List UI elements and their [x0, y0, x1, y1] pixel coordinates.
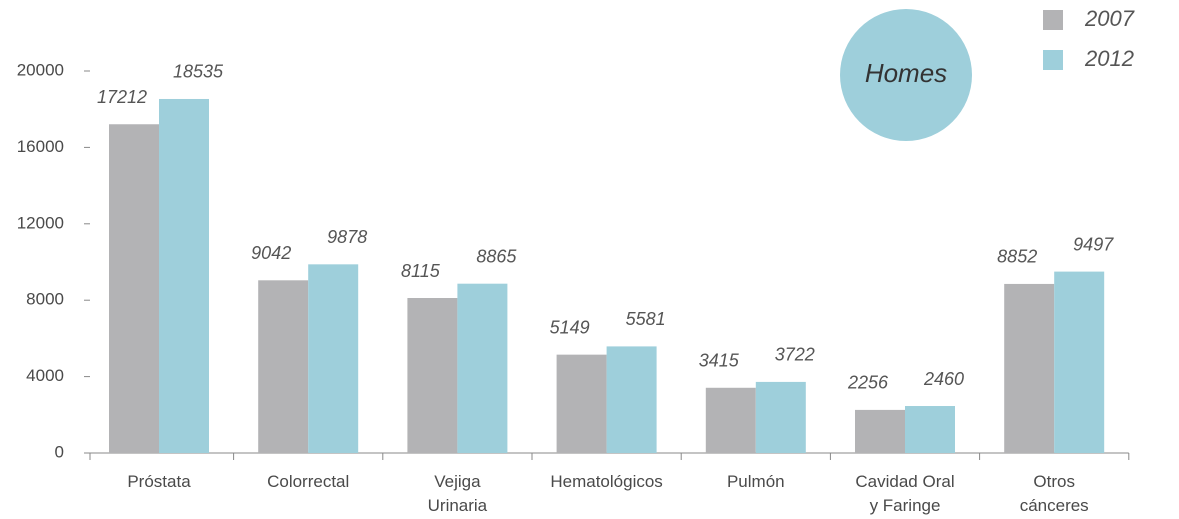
x-tick-label: Pulmón	[727, 472, 785, 491]
bar	[855, 409, 905, 453]
legend-swatch	[1043, 50, 1063, 70]
x-tick-label-line: Urinaria	[428, 496, 488, 515]
bar	[109, 124, 159, 454]
x-tick-label-line: y Faringe	[870, 496, 941, 515]
bar	[606, 346, 657, 453]
value-label: 3722	[775, 345, 815, 365]
x-tick-label-line: Otros	[1033, 472, 1075, 491]
y-tick-label: 12000	[17, 213, 64, 232]
legend-label: 2012	[1084, 46, 1134, 71]
annotation: Homes	[865, 58, 947, 88]
value-label: 2460	[923, 369, 964, 389]
value-label: 2256	[847, 373, 889, 393]
value-label: 5581	[626, 309, 666, 329]
bar	[1054, 271, 1105, 453]
x-tick-label: Próstata	[127, 472, 191, 491]
x-tick-label: Hematológicos	[550, 472, 662, 491]
value-label: 9042	[251, 243, 291, 263]
annotation-circle	[840, 9, 972, 141]
bar	[159, 98, 209, 453]
y-tick-label: 0	[55, 442, 64, 461]
x-tick-label: Vejiga Urinaria	[428, 472, 488, 515]
bar	[1004, 283, 1055, 453]
x-tick-label-line: Próstata	[127, 472, 191, 491]
x-tick-label-line: Pulmón	[727, 472, 785, 491]
y-tick-label: 16000	[17, 137, 64, 156]
bar	[905, 406, 955, 453]
value-label: 8115	[401, 261, 441, 281]
value-label: 5149	[550, 317, 590, 337]
bar	[755, 381, 806, 453]
x-tick-label-line: Cavidad Oral	[855, 472, 954, 491]
x-tick-label: Colorrectal	[267, 472, 349, 491]
legend-label: 2007	[1084, 6, 1135, 31]
bar	[705, 387, 756, 453]
value-label: 3415	[699, 351, 740, 371]
x-tick-label-line: cánceres	[1020, 496, 1089, 515]
value-label: 18535	[173, 62, 224, 82]
x-tick-label-line: Vejiga	[434, 472, 481, 491]
y-tick-label: 8000	[26, 290, 64, 309]
value-label: 17212	[97, 87, 147, 107]
bar	[556, 354, 607, 453]
bar	[308, 264, 359, 453]
bar	[407, 298, 458, 453]
value-label: 8852	[997, 247, 1037, 267]
y-tick-label: 4000	[26, 366, 64, 385]
y-tick-label: 20000	[17, 60, 64, 79]
bar	[457, 283, 508, 453]
x-tick-label-line: Hematológicos	[550, 472, 662, 491]
x-tick-label: Otros cánceres	[1020, 472, 1089, 515]
value-label: 9497	[1073, 234, 1114, 254]
value-label: 9878	[327, 227, 367, 247]
bar	[258, 280, 309, 453]
value-label: 8865	[476, 246, 517, 266]
legend-swatch	[1043, 10, 1063, 30]
x-tick-label-line: Colorrectal	[267, 472, 349, 491]
x-tick-label: Cavidad Oral y Faringe	[855, 472, 954, 515]
